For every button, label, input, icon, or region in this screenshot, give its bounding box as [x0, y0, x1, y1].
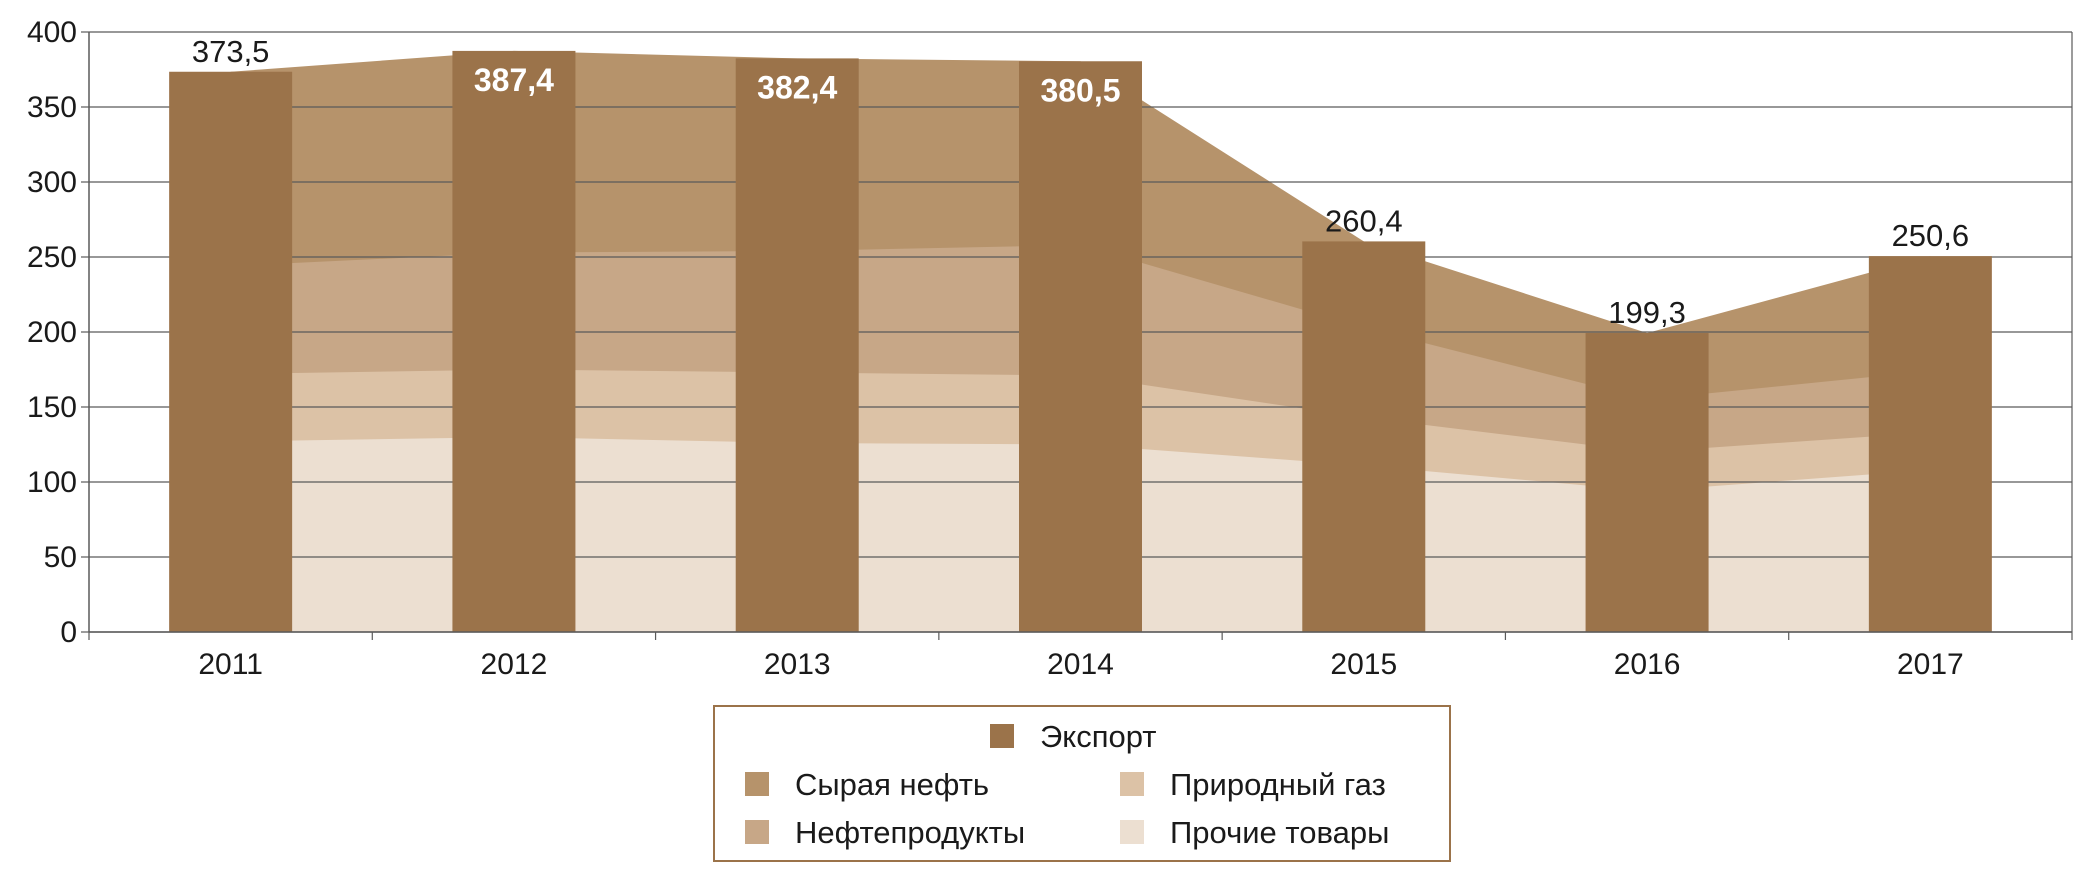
axes-layer: 0 50 100 150 200 250 300 350 400 2011 2012 2013 2014… — [27, 16, 2073, 681]
y-tick-label: 150 — [27, 391, 77, 424]
data-label: 373,5 — [192, 34, 270, 69]
legend-box — [713, 705, 1451, 862]
y-tick-label: 50 — [44, 541, 77, 574]
bar-2016 — [1585, 333, 1709, 632]
legend-label: Природный газ — [1170, 767, 1386, 802]
data-label: 382,4 — [757, 69, 837, 105]
y-tick-label: 400 — [27, 16, 77, 49]
data-label: 199,3 — [1608, 295, 1686, 330]
x-tick-label: 2017 — [1897, 648, 1964, 681]
bar-2017 — [1868, 256, 1992, 632]
x-tick-label: 2011 — [198, 648, 263, 681]
legend-swatch — [745, 820, 769, 844]
x-tick-label: 2013 — [764, 648, 831, 681]
bar-2013 — [735, 58, 859, 632]
x-tick-label: 2015 — [1330, 648, 1397, 681]
x-tick-label: 2014 — [1047, 648, 1114, 681]
y-tick-label: 100 — [27, 466, 77, 499]
data-label: 260,4 — [1325, 203, 1403, 238]
bar-2011 — [169, 71, 293, 632]
legend-label: Прочие товары — [1170, 815, 1389, 850]
legend-label: Сырая нефть — [795, 767, 989, 802]
y-tick-label: 0 — [60, 616, 77, 649]
bar-layer — [169, 50, 1992, 632]
y-tick-label: 250 — [27, 241, 77, 274]
legend-label: Нефтепродукты — [795, 815, 1025, 850]
legend-swatch — [1120, 772, 1144, 796]
legend-swatch — [990, 724, 1014, 748]
legend-swatch — [1120, 820, 1144, 844]
legend-label: Экспорт — [1040, 719, 1156, 754]
legend-swatch — [745, 772, 769, 796]
bar-2014 — [1019, 61, 1142, 632]
bar-2015 — [1302, 241, 1426, 632]
data-label: 250,6 — [1892, 218, 1970, 253]
data-label: 387,4 — [474, 62, 554, 98]
y-tick-label: 350 — [27, 91, 77, 124]
data-label-layer: 373,5 387,4 382,4 380,5 260,4 199,3 250,6 — [192, 34, 1969, 330]
bar-2012 — [452, 50, 576, 632]
data-label: 380,5 — [1040, 72, 1120, 108]
x-tick-label: 2012 — [481, 648, 548, 681]
y-tick-label: 300 — [27, 166, 77, 199]
y-tick-label: 200 — [27, 316, 77, 349]
x-tick-label: 2016 — [1614, 648, 1681, 681]
legend: Экспорт Сырая нефть Нефтепродукты Природный… — [713, 705, 1451, 862]
